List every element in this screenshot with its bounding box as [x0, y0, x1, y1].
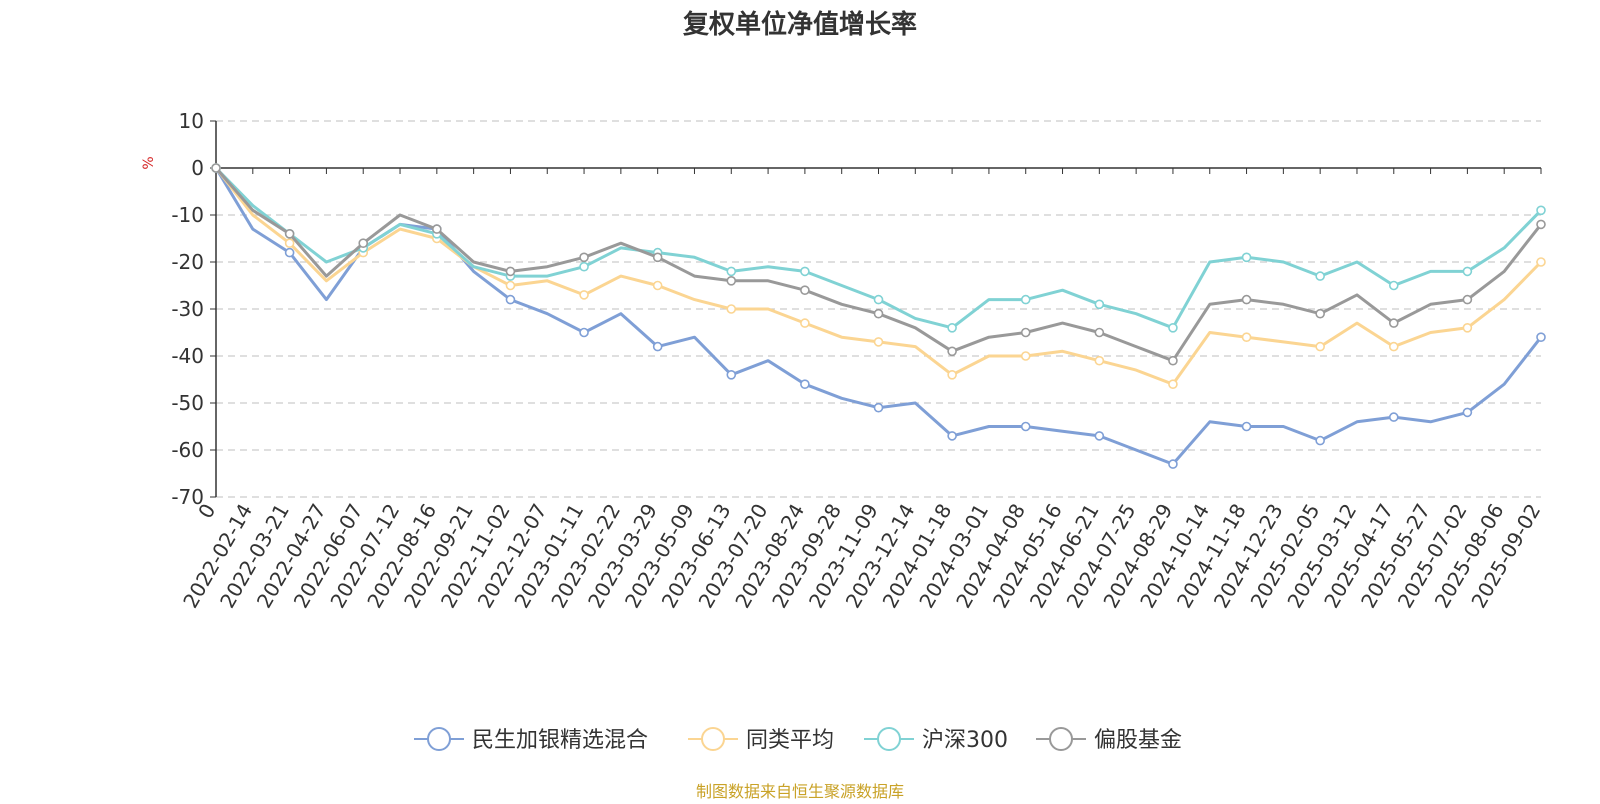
y-tick-label: -50 — [171, 391, 204, 415]
x-tick-label: 0 — [193, 500, 220, 523]
data-point — [1388, 318, 1399, 328]
data-point — [1094, 299, 1105, 310]
data-point — [1020, 294, 1031, 305]
data-point — [1241, 332, 1252, 343]
data-point — [579, 252, 589, 263]
data-point — [284, 238, 295, 248]
data-point — [652, 252, 663, 263]
data-point — [800, 266, 810, 277]
y-tick-label: -30 — [171, 297, 204, 321]
data-point — [873, 337, 884, 347]
legend-marker — [877, 727, 901, 751]
data-point — [726, 266, 737, 277]
data-point — [1094, 327, 1105, 338]
data-point — [1536, 332, 1546, 343]
source-note: 制图数据来自恒生聚源数据库 — [696, 782, 904, 800]
y-tick-label: -10 — [171, 203, 204, 227]
data-point — [1168, 322, 1178, 333]
data-point — [1388, 280, 1399, 291]
data-point — [873, 308, 884, 319]
data-point — [800, 379, 810, 390]
data-point — [726, 369, 737, 380]
data-point — [579, 327, 589, 338]
data-point — [1462, 266, 1473, 277]
data-point — [873, 402, 884, 413]
legend-marker — [427, 727, 451, 751]
data-point — [505, 280, 516, 291]
legend-item[interactable]: 民生加银精选混合 — [414, 727, 648, 753]
data-point — [947, 431, 957, 441]
y-axis-unit: % — [141, 156, 157, 169]
data-point — [1241, 252, 1252, 263]
legend[interactable]: 民生加银精选混合 同类平均 沪深300 偏股基金 — [414, 727, 1182, 753]
y-tick-label: 10 — [179, 109, 204, 133]
data-point — [1536, 257, 1546, 267]
y-tick-label: -70 — [171, 485, 204, 509]
data-point — [211, 163, 221, 173]
legend-marker — [1049, 727, 1073, 751]
data-point — [1315, 435, 1325, 446]
data-point — [726, 304, 737, 314]
data-point — [1315, 308, 1325, 319]
legend-item[interactable]: 同类平均 — [688, 727, 834, 753]
data-point — [1020, 327, 1031, 338]
data-point — [579, 261, 589, 272]
chart-title: 复权单位净值增长率 — [683, 9, 917, 40]
y-tick-label: -40 — [171, 344, 204, 368]
y-tick-label: -20 — [171, 250, 204, 274]
series-line — [214, 167, 1543, 386]
data-point — [358, 238, 369, 248]
data-point — [1168, 355, 1178, 366]
data-point — [1020, 421, 1031, 432]
data-point — [800, 318, 810, 328]
data-point — [947, 322, 957, 333]
series-4 — [211, 163, 1546, 366]
series-lines — [211, 163, 1546, 469]
data-point — [1536, 219, 1546, 230]
data-point — [1388, 412, 1399, 422]
data-point — [1536, 205, 1546, 216]
data-point — [505, 294, 516, 305]
data-point — [284, 247, 295, 258]
data-point — [1462, 294, 1473, 305]
data-point — [579, 290, 589, 300]
data-point — [800, 285, 810, 296]
data-point — [1315, 271, 1325, 281]
legend-marker — [701, 727, 725, 751]
data-point — [652, 280, 663, 291]
legend-label: 民生加银精选混合 — [472, 728, 648, 753]
y-tick-label: -60 — [171, 438, 204, 462]
data-point — [505, 266, 516, 277]
data-point — [1168, 459, 1178, 469]
data-point — [1094, 355, 1105, 366]
legend-item[interactable]: 偏股基金 — [1036, 727, 1182, 753]
data-point — [726, 275, 737, 286]
data-point — [1315, 341, 1325, 352]
legend-label: 沪深300 — [922, 728, 1008, 753]
legend-label: 同类平均 — [746, 728, 834, 753]
data-point — [1094, 431, 1105, 441]
data-point — [1241, 294, 1252, 305]
data-point — [284, 229, 295, 239]
axes: 100-10-20-30-40-50-60-7002022-02-142022-… — [171, 109, 1545, 612]
data-point — [873, 294, 884, 305]
y-tick-label: 0 — [191, 156, 204, 180]
data-point — [1020, 351, 1031, 361]
series-2 — [211, 163, 1546, 390]
series-3 — [211, 163, 1546, 333]
legend-label: 偏股基金 — [1094, 728, 1182, 753]
data-point — [652, 341, 663, 352]
data-point — [1168, 379, 1178, 390]
data-point — [947, 369, 957, 380]
data-point — [1388, 341, 1399, 352]
data-point — [1462, 322, 1473, 333]
data-point — [432, 224, 442, 234]
legend-item[interactable]: 沪深300 — [864, 727, 1008, 753]
data-point — [1241, 421, 1252, 432]
data-point — [1462, 407, 1473, 418]
data-point — [947, 346, 957, 357]
